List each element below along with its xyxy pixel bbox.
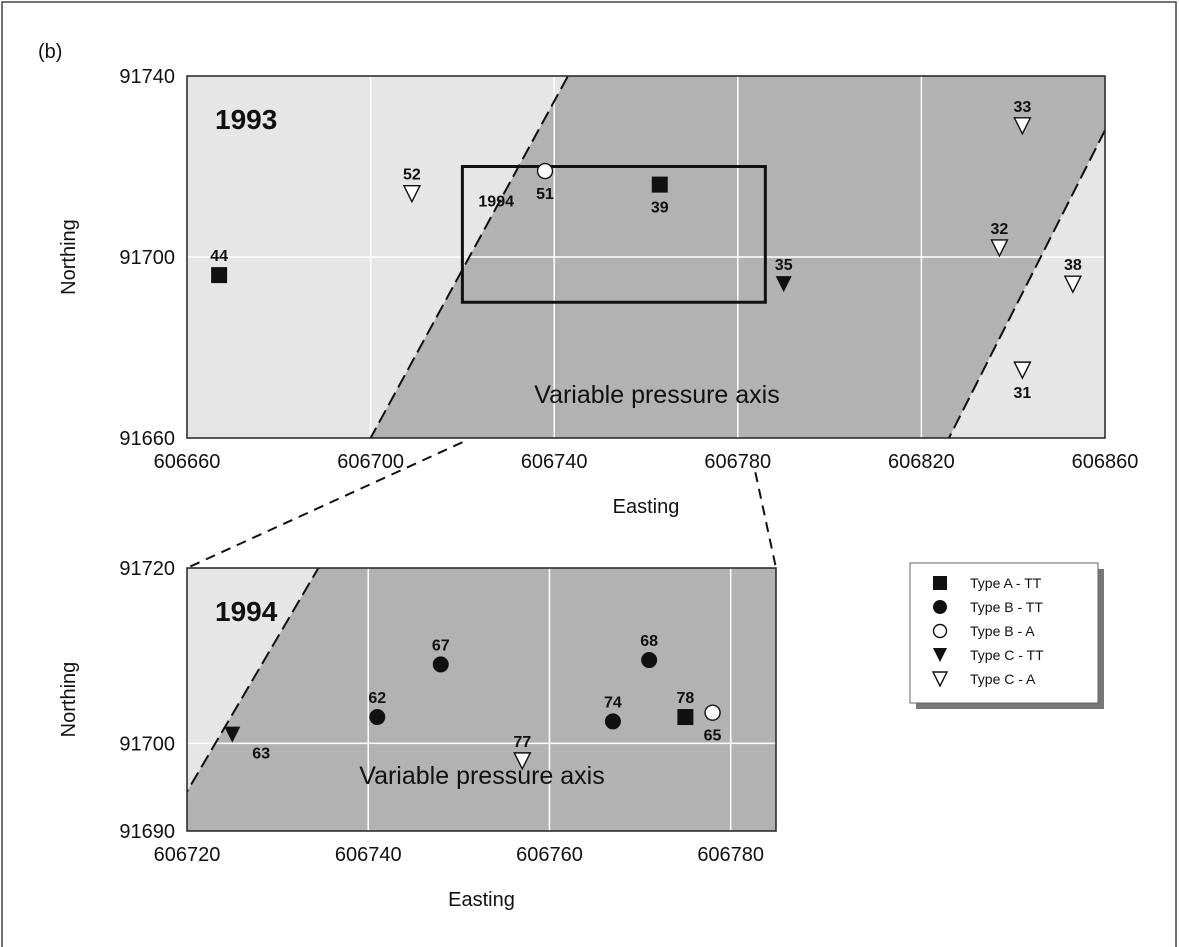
region-group — [187, 568, 776, 831]
point-label-32: 32 — [991, 221, 1009, 238]
connector-left — [186, 441, 463, 569]
point-label-35: 35 — [775, 257, 793, 274]
plot-frame — [186, 567, 777, 832]
y-tick-label: 91740 — [119, 66, 175, 88]
zoom-connectors — [186, 441, 777, 569]
point-label-74: 74 — [604, 694, 622, 711]
point-68 — [641, 652, 658, 669]
zoom-box — [460, 165, 767, 304]
point-44 — [211, 267, 228, 284]
point-label-51: 51 — [536, 186, 554, 203]
x-tick-label: 606820 — [888, 451, 955, 473]
x-tick-label: 606780 — [697, 844, 764, 866]
point-label-67: 67 — [432, 637, 450, 654]
point-label-78: 78 — [676, 690, 694, 707]
region-label: Variable pressure axis — [534, 381, 779, 409]
year-label: 1993 — [215, 104, 277, 135]
point-74 — [604, 713, 621, 730]
year-label: 1994 — [215, 596, 278, 627]
axis-boundary-line — [187, 568, 320, 794]
plot-1994: 606720 606740 606760 606780 91690 91700 91720 E… — [58, 558, 777, 911]
x-tick-label: 606740 — [335, 844, 402, 866]
x-tick-label: 606720 — [154, 844, 221, 866]
axis-boundary-line — [369, 76, 570, 438]
point-label-62: 62 — [368, 690, 386, 707]
point-label-44: 44 — [210, 248, 228, 265]
y-tick-label: 91690 — [119, 821, 175, 843]
y-axis-title: Northing — [58, 662, 80, 738]
panel-tag: (b) — [38, 41, 62, 63]
point-label-38: 38 — [1064, 257, 1082, 274]
axis-boundary-line — [947, 128, 1105, 438]
legend-marker — [933, 600, 947, 614]
legend-label: Type C - A — [970, 671, 1036, 687]
point-62 — [369, 709, 386, 726]
x-tick-label: 606740 — [521, 451, 588, 473]
point-67 — [432, 656, 449, 673]
x-tick-label: 606860 — [1072, 451, 1139, 473]
x-tick-label: 606700 — [337, 451, 404, 473]
x-axis-title: Easting — [448, 889, 515, 911]
pressure-axis-region — [187, 568, 776, 831]
y-axis-title: Northing — [58, 219, 80, 295]
point-label-39: 39 — [651, 200, 669, 217]
legend-marker — [932, 623, 948, 639]
connector-right — [754, 472, 777, 569]
point-32 — [990, 239, 1009, 258]
point-77 — [513, 752, 532, 771]
legend-label: Type B - TT — [970, 599, 1043, 615]
x-axis-title: Easting — [613, 496, 680, 518]
point-63 — [224, 726, 241, 743]
point-label-63: 63 — [252, 746, 270, 763]
point-label-68: 68 — [640, 633, 658, 650]
legend-marker — [933, 648, 947, 662]
x-tick-label: 606760 — [516, 844, 583, 866]
point-35 — [775, 276, 792, 293]
y-tick-label: 91700 — [119, 247, 175, 269]
point-label-65: 65 — [704, 728, 722, 745]
point-31 — [1013, 361, 1032, 380]
point-52 — [402, 184, 422, 204]
region-label: Variable pressure axis — [359, 762, 604, 790]
point-78 — [677, 709, 694, 726]
point-label-77: 77 — [513, 734, 531, 751]
boundary-label: 1994 — [478, 194, 514, 211]
plot-frame — [186, 75, 1106, 439]
legend: Type A - TT Type B - TT Type B - A Type C -… — [909, 562, 1104, 709]
y-tick-label: 91660 — [119, 428, 175, 450]
legend-label: Type C - TT — [970, 647, 1044, 663]
point-label-33: 33 — [1013, 99, 1031, 116]
point-33 — [1013, 117, 1032, 136]
x-tick-label: 606780 — [704, 451, 771, 473]
point-38 — [1063, 275, 1083, 294]
legend-label: Type A - TT — [970, 575, 1042, 591]
legend-label: Type B - A — [970, 623, 1035, 639]
point-51 — [536, 162, 554, 180]
point-label-31: 31 — [1013, 385, 1031, 402]
point-39 — [651, 176, 668, 193]
point-label-52: 52 — [403, 167, 421, 184]
point-65 — [704, 704, 721, 721]
y-tick-label: 91720 — [119, 558, 175, 580]
legend-marker — [933, 576, 947, 590]
plot-1993: 606660 606700 606740 606780 606820 606860 9166… — [58, 66, 1139, 518]
legend-marker — [931, 671, 949, 688]
x-tick-label: 606660 — [154, 451, 221, 473]
y-tick-label: 91700 — [119, 733, 175, 755]
